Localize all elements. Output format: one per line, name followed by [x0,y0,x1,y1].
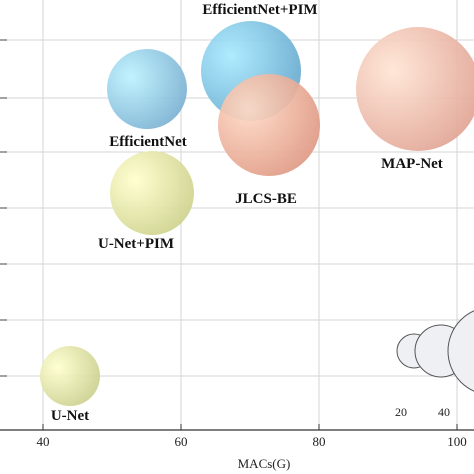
bubble-label-jlcs-be: JLCS-BE [235,191,297,207]
size-legend: 2040100 [395,310,474,419]
x-tick-label: 80 [313,434,326,449]
bubble-label-map-net: MAP-Net [381,156,443,172]
bubbles [40,21,474,406]
x-axis-title: MACs(G) [238,456,291,471]
bubble-labels: EfficientNet+PIM EfficientNet MAP-Net JLCS-… [51,2,443,424]
bubble-efficientnet [107,49,187,129]
size-legend-circle [447,310,474,392]
size-legend-label: 20 [395,405,407,419]
x-tick-label: 40 [37,434,50,449]
bubble-label-u-net-pim: U-Net+PIM [98,236,174,252]
x-tick-label: 100 [447,434,467,449]
x-tick-label: 60 [175,434,188,449]
bubble-u-net [40,346,100,406]
x-axis: 40 60 80 100 [0,424,474,449]
bubble-label-u-net: U-Net [51,408,89,424]
bubble-map-net [356,27,474,151]
bubble-label-efficientnet: EfficientNet [109,134,186,150]
bubble-u-net-pim [110,151,194,235]
size-legend-label: 40 [438,405,450,419]
bubble-jlcs-be [218,74,320,176]
bubble-label-efficientnet-pim: EfficientNet+PIM [202,2,317,18]
